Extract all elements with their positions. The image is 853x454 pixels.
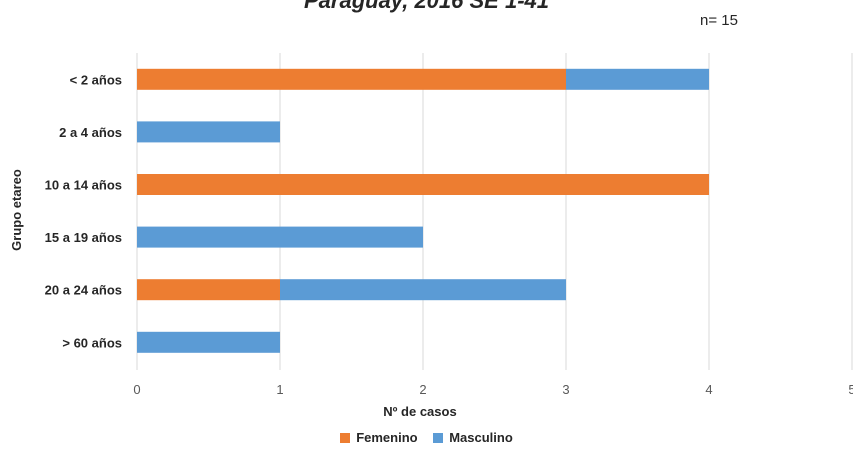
x-tick-label-3: 3 (562, 382, 569, 397)
x-tick-label-5: 5 (848, 382, 853, 397)
legend-label-femenino: Femenino (356, 430, 418, 445)
category-label-3: 15 a 19 años (45, 230, 122, 245)
sample-size-annotation: n= 15 (700, 12, 738, 29)
legend-item-masculino: Masculino (433, 430, 513, 446)
chart-title: Paraguay, 2016 SE 1-41 (303, 0, 549, 13)
category-label-0: < 2 años (70, 72, 122, 87)
category-label-1: 2 a 4 años (59, 125, 122, 140)
x-tick-label-1: 1 (276, 382, 283, 397)
bar-femenino-4 (137, 279, 280, 301)
bar-masculino-0 (566, 68, 709, 90)
category-label-4: 20 a 24 años (45, 283, 122, 298)
bar-masculino-5 (137, 331, 280, 353)
legend-swatch-femenino (340, 433, 351, 443)
x-tick-label-4: 4 (705, 382, 712, 397)
category-label-2: 10 a 14 años (45, 178, 122, 193)
bar-masculino-3 (137, 226, 423, 248)
bar-masculino-4 (280, 279, 566, 301)
bar-femenino-2 (137, 174, 709, 195)
legend-item-femenino: Femenino (340, 430, 418, 446)
x-tick-label-2: 2 (419, 382, 426, 397)
legend-label-masculino: Masculino (449, 430, 513, 445)
bar-masculino-1 (137, 121, 280, 143)
bar-femenino-0 (137, 68, 566, 90)
category-label-5: > 60 años (62, 335, 122, 350)
x-axis-title: Nº de casos (383, 404, 456, 419)
legend: Femenino Masculino (0, 430, 853, 447)
legend-swatch-masculino (433, 433, 444, 443)
x-tick-label-0: 0 (133, 382, 140, 397)
y-axis-title: Grupo etareo (9, 169, 24, 251)
